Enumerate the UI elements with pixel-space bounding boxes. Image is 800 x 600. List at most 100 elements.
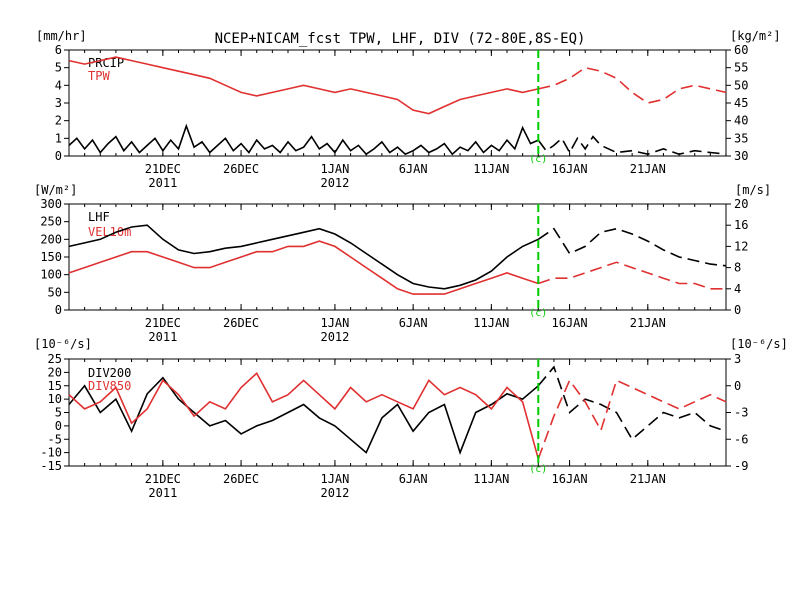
- panel-1-left-unit: [mm/hr]: [36, 29, 87, 43]
- left-tick-label: 1: [55, 131, 62, 145]
- right-tick-label: -6: [734, 432, 748, 446]
- x-tick-label: 21DEC: [145, 472, 181, 486]
- left-tick-label: 50: [48, 285, 62, 299]
- chart-title: NCEP+NICAM_fcst TPW, LHF, DIV (72-80E,8S…: [215, 31, 586, 47]
- panel-2-left-unit: [W/m²]: [34, 183, 77, 197]
- series-div850-forecast-line: [537, 378, 727, 460]
- legend-tpw: TPW: [88, 69, 110, 83]
- legend-div850: DIV850: [88, 379, 131, 393]
- right-tick-label: 45: [734, 96, 748, 110]
- x-tick-label: 11JAN: [473, 162, 509, 176]
- left-tick-label: 4: [55, 78, 62, 92]
- x-tick-label: 6JAN: [399, 162, 428, 176]
- right-tick-label: -3: [734, 406, 748, 420]
- right-tick-label: 3: [734, 352, 741, 366]
- left-tick-label: 5: [55, 406, 62, 420]
- legend-lhf: LHF: [88, 210, 110, 224]
- left-tick-label: 300: [40, 197, 62, 211]
- right-tick-label: 12: [734, 239, 748, 253]
- left-tick-label: 0: [55, 303, 62, 317]
- panel-tpw-precip: [mm/hr] [kg/m²] PRCIP TPW: [36, 29, 781, 157]
- x-tick-label: 16JAN: [552, 472, 588, 486]
- series-div200-forecast-line: [537, 365, 727, 441]
- panel-3-frame: [68, 358, 727, 467]
- x-tick-label: 21JAN: [630, 472, 666, 486]
- forecast-marker-label: (c): [529, 464, 547, 475]
- right-tick-label: 0: [734, 379, 741, 393]
- right-tick-label: 16: [734, 218, 748, 232]
- left-tick-label: 200: [40, 232, 62, 246]
- series-div850-line: [68, 372, 540, 460]
- left-tick-label: -10: [40, 446, 62, 460]
- right-tick-label: 20: [734, 197, 748, 211]
- series-lhf-forecast-line: [537, 227, 727, 267]
- right-tick-label: 8: [734, 261, 741, 275]
- left-tick-label: 5: [55, 61, 62, 75]
- x-tick-label: 21DEC: [145, 316, 181, 330]
- right-tick-label: 35: [734, 131, 748, 145]
- series-tpw-forecast-line: [538, 66, 727, 104]
- series-div200-line: [68, 376, 539, 455]
- legend-prcip: PRCIP: [88, 56, 124, 70]
- panel-2-right-unit: [m/s]: [735, 183, 771, 197]
- right-tick-label: 50: [734, 78, 748, 92]
- x-tick-label: 26DEC: [223, 316, 259, 330]
- left-tick-label: 20: [48, 365, 62, 379]
- x-tick-year: 2011: [148, 176, 177, 190]
- x-tick-year: 2012: [320, 330, 349, 344]
- x-tick-label: 21JAN: [630, 316, 666, 330]
- series-vel10m-line: [68, 240, 539, 295]
- left-tick-label: 250: [40, 215, 62, 229]
- x-tick-label: 21JAN: [630, 162, 666, 176]
- x-tick-label: 1JAN: [320, 472, 349, 486]
- x-tick-label: 6JAN: [399, 316, 428, 330]
- right-tick-label: 4: [734, 282, 741, 296]
- right-tick-label: 40: [734, 114, 748, 128]
- panel-3-left-unit: [10⁻⁶/s]: [34, 337, 92, 351]
- right-tick-label: 60: [734, 43, 748, 57]
- x-tick-label: 26DEC: [223, 162, 259, 176]
- legend-vel10m: VEL10m: [88, 225, 131, 239]
- right-tick-label: 55: [734, 61, 748, 75]
- forecast-marker-label: (c): [529, 308, 547, 319]
- x-tick-label: 16JAN: [552, 316, 588, 330]
- legend-div200: DIV200: [88, 366, 131, 380]
- x-tick-label: 1JAN: [320, 162, 349, 176]
- left-tick-label: 15: [48, 379, 62, 393]
- left-tick-label: 25: [48, 352, 62, 366]
- x-tick-label: 11JAN: [473, 316, 509, 330]
- series-lhf-line: [68, 224, 539, 290]
- left-tick-label: -15: [40, 459, 62, 473]
- x-tick-label: 6JAN: [399, 472, 428, 486]
- left-tick-label: 6: [55, 43, 62, 57]
- right-tick-label: -9: [734, 459, 748, 473]
- forecast-marker-label: (c): [529, 154, 547, 165]
- x-tick-label: 26DEC: [223, 472, 259, 486]
- left-tick-label: 3: [55, 96, 62, 110]
- x-tick-year: 2012: [320, 486, 349, 500]
- x-tick-label: 11JAN: [473, 472, 509, 486]
- left-tick-label: 0: [55, 419, 62, 433]
- series-tpw-line: [68, 56, 539, 115]
- left-tick-label: 100: [40, 268, 62, 282]
- series-prcip-forecast-line: [537, 135, 727, 156]
- x-tick-label: 1JAN: [320, 316, 349, 330]
- series-prcip-line: [68, 123, 539, 156]
- left-tick-label: 2: [55, 114, 62, 128]
- panel-1-right-unit: [kg/m²]: [730, 29, 781, 43]
- panel-div: [10⁻⁶/s] [10⁻⁶/s] DIV200 DIV850: [34, 337, 788, 467]
- panel-2-frame: [68, 203, 727, 311]
- panel-1-frame: [68, 49, 727, 157]
- left-tick-label: -5: [48, 432, 62, 446]
- x-tick-label: 16JAN: [552, 162, 588, 176]
- right-tick-label: 30: [734, 149, 748, 163]
- x-tick-year: 2012: [320, 176, 349, 190]
- left-tick-label: 150: [40, 250, 62, 264]
- series-vel10m-forecast-line: [538, 261, 726, 290]
- right-tick-label: 0: [734, 303, 741, 317]
- x-tick-year: 2011: [148, 486, 177, 500]
- left-tick-label: 10: [48, 392, 62, 406]
- panel-3-right-unit: [10⁻⁶/s]: [730, 337, 788, 351]
